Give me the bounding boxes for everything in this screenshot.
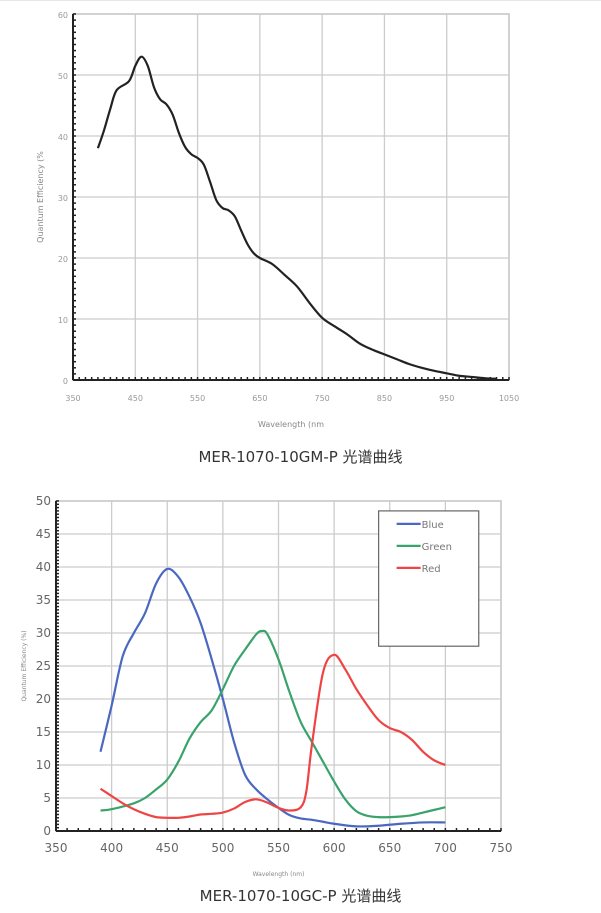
y-tick-label: 50 (58, 72, 68, 81)
x-tick-label: 350 (65, 394, 80, 403)
top-divider (0, 0, 601, 1)
y-tick-label: 25 (36, 659, 51, 673)
legend-box (378, 510, 480, 647)
y-tick-label: 35 (36, 593, 51, 607)
x-tick-label: 350 (45, 841, 68, 855)
x-tick-label: 950 (439, 394, 454, 403)
series-line-green (100, 629, 446, 819)
color-qe-chart: 350 400 450 500 550 600 650 700 750 0 5 10 15 20 25 30 3… (21, 494, 513, 878)
y-tick-label: 45 (36, 527, 51, 541)
x-tick-label: 600 (323, 841, 346, 855)
y-tick-label: 5 (43, 791, 51, 805)
y-tick-label: 10 (36, 758, 51, 772)
y-tick-label: 60 (58, 11, 68, 20)
x-tick-label: 1050 (499, 394, 519, 403)
legend-label-green: Green (422, 542, 452, 553)
x-axis-label: Wavelength (nm) (253, 871, 305, 878)
y-tick-label: 15 (36, 725, 51, 739)
x-tick-label: 550 (267, 841, 290, 855)
y-tick-label: 40 (58, 133, 68, 142)
y-tick-label: 30 (58, 194, 68, 203)
legend-label-blue: Blue (422, 520, 444, 531)
x-tick-label: 850 (377, 394, 392, 403)
x-tick-label: 650 (378, 841, 401, 855)
y-axis-label: Quantum Efficiency (%) (21, 630, 28, 701)
x-tick-label: 400 (100, 841, 123, 855)
mono-chart-caption: MER-1070-10GM-P 光谱曲线 (198, 448, 403, 466)
legend-label-red: Red (422, 564, 441, 575)
y-tick-label: 0 (63, 377, 68, 386)
y-tick-label: 40 (36, 560, 51, 574)
y-tick-label: 10 (58, 316, 68, 325)
y-axis-label: Quantum Efficiency (% (36, 151, 45, 243)
x-tick-label: 500 (211, 841, 234, 855)
color-chart-caption: MER-1070-10GC-P 光谱曲线 (199, 887, 402, 905)
x-axis-label: Wavelength (nm (258, 420, 324, 429)
mono-qe-chart: 350 450 550 650 750 850 950 1050 0 10 20 30 40 50 60 Wa… (36, 11, 519, 429)
y-tick-label: 30 (36, 626, 51, 640)
y-tick-label: 20 (58, 255, 68, 264)
y-tick-label: 50 (36, 494, 51, 508)
x-tick-label: 450 (156, 841, 179, 855)
x-tick-label: 450 (128, 394, 143, 403)
x-tick-label: 650 (252, 394, 267, 403)
y-tick-label: 20 (36, 692, 51, 706)
y-tick-label: 0 (43, 824, 51, 838)
x-tick-label: 750 (490, 841, 513, 855)
x-tick-label: 700 (434, 841, 457, 855)
x-tick-label: 750 (315, 394, 330, 403)
x-tick-label: 550 (190, 394, 205, 403)
